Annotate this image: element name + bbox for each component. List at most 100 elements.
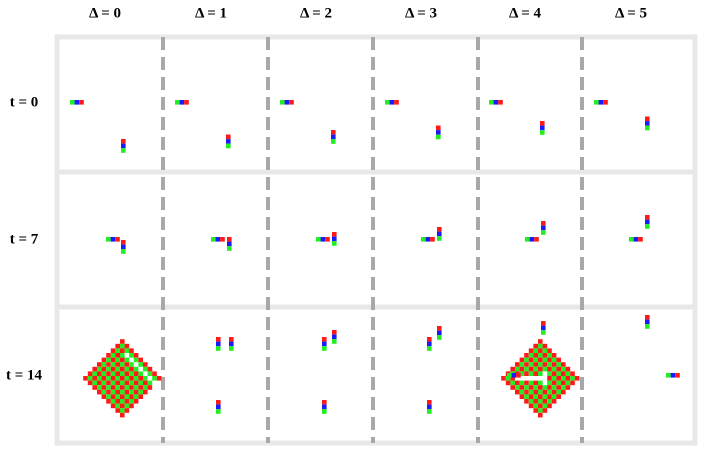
cell <box>120 399 125 404</box>
cell <box>542 357 548 363</box>
cell <box>229 346 234 351</box>
cell <box>645 219 650 225</box>
cell <box>570 371 575 376</box>
cell <box>501 376 506 381</box>
cell <box>541 230 546 235</box>
cell <box>528 362 534 367</box>
cell <box>320 237 326 242</box>
cell <box>87 376 93 381</box>
cell <box>547 385 552 390</box>
cell <box>147 366 153 372</box>
cell <box>645 324 650 329</box>
cell <box>115 380 120 386</box>
cell <box>152 371 157 376</box>
cell <box>133 366 139 372</box>
cell <box>524 394 529 399</box>
cell <box>638 237 643 242</box>
cell <box>284 100 290 105</box>
cell <box>147 371 153 376</box>
cell <box>110 394 116 399</box>
cell <box>427 346 432 351</box>
cell <box>115 408 120 413</box>
cell <box>115 389 120 395</box>
cell <box>143 362 148 367</box>
cell <box>143 385 148 390</box>
cell <box>110 353 116 358</box>
cell <box>124 348 130 353</box>
cell <box>120 385 125 390</box>
cell <box>528 357 534 363</box>
cell <box>129 362 134 367</box>
cell <box>143 366 148 372</box>
cell <box>645 319 650 325</box>
cell <box>322 409 327 414</box>
cell <box>547 403 552 409</box>
row-label: t = 7 <box>10 231 39 247</box>
cell <box>92 371 97 376</box>
cell <box>110 399 116 404</box>
cell <box>538 339 543 344</box>
cell <box>175 100 180 105</box>
cell <box>101 357 107 363</box>
cell <box>437 236 442 241</box>
cell <box>524 371 529 376</box>
cell <box>322 346 327 351</box>
cell <box>542 366 548 372</box>
cell <box>570 380 575 386</box>
cell <box>115 357 120 363</box>
cell <box>511 373 517 378</box>
cell <box>538 412 543 418</box>
cell <box>129 403 134 409</box>
cell <box>533 343 538 349</box>
cell <box>519 357 525 363</box>
cell <box>542 408 548 413</box>
cell <box>101 371 107 376</box>
cell <box>124 394 130 399</box>
cell <box>551 394 557 399</box>
cell <box>427 409 432 414</box>
cell <box>524 366 529 372</box>
cell <box>120 339 125 344</box>
cell <box>124 399 130 404</box>
cell <box>547 399 552 404</box>
cell <box>124 389 130 395</box>
row-label: t = 14 <box>6 367 43 383</box>
cell <box>120 343 125 349</box>
cell <box>538 371 543 376</box>
cell <box>331 130 336 135</box>
panel-frame <box>54 34 698 446</box>
cell <box>138 362 143 367</box>
cell <box>533 348 538 353</box>
cell <box>143 389 148 395</box>
cell <box>533 385 538 390</box>
cell <box>216 404 221 410</box>
cell <box>124 380 130 386</box>
cell <box>115 399 120 404</box>
cell <box>540 125 545 131</box>
cell <box>106 237 111 242</box>
cell <box>493 100 499 105</box>
cell <box>120 348 125 353</box>
cell <box>115 394 120 399</box>
cell <box>524 389 529 395</box>
cell <box>227 246 232 251</box>
cell <box>110 371 116 376</box>
cell <box>97 380 102 386</box>
cell <box>547 394 552 399</box>
cell <box>87 371 93 376</box>
cell <box>519 394 525 399</box>
cell <box>556 389 561 395</box>
cell <box>533 371 538 376</box>
cell <box>124 357 130 363</box>
cell <box>551 357 557 363</box>
cell <box>115 403 120 409</box>
cell <box>101 380 107 386</box>
cell <box>541 321 546 326</box>
cell <box>542 362 548 367</box>
cell <box>528 353 534 358</box>
cell <box>524 385 529 390</box>
cell <box>541 330 546 335</box>
cell <box>519 371 525 376</box>
cell <box>97 366 102 372</box>
cell <box>124 408 130 413</box>
